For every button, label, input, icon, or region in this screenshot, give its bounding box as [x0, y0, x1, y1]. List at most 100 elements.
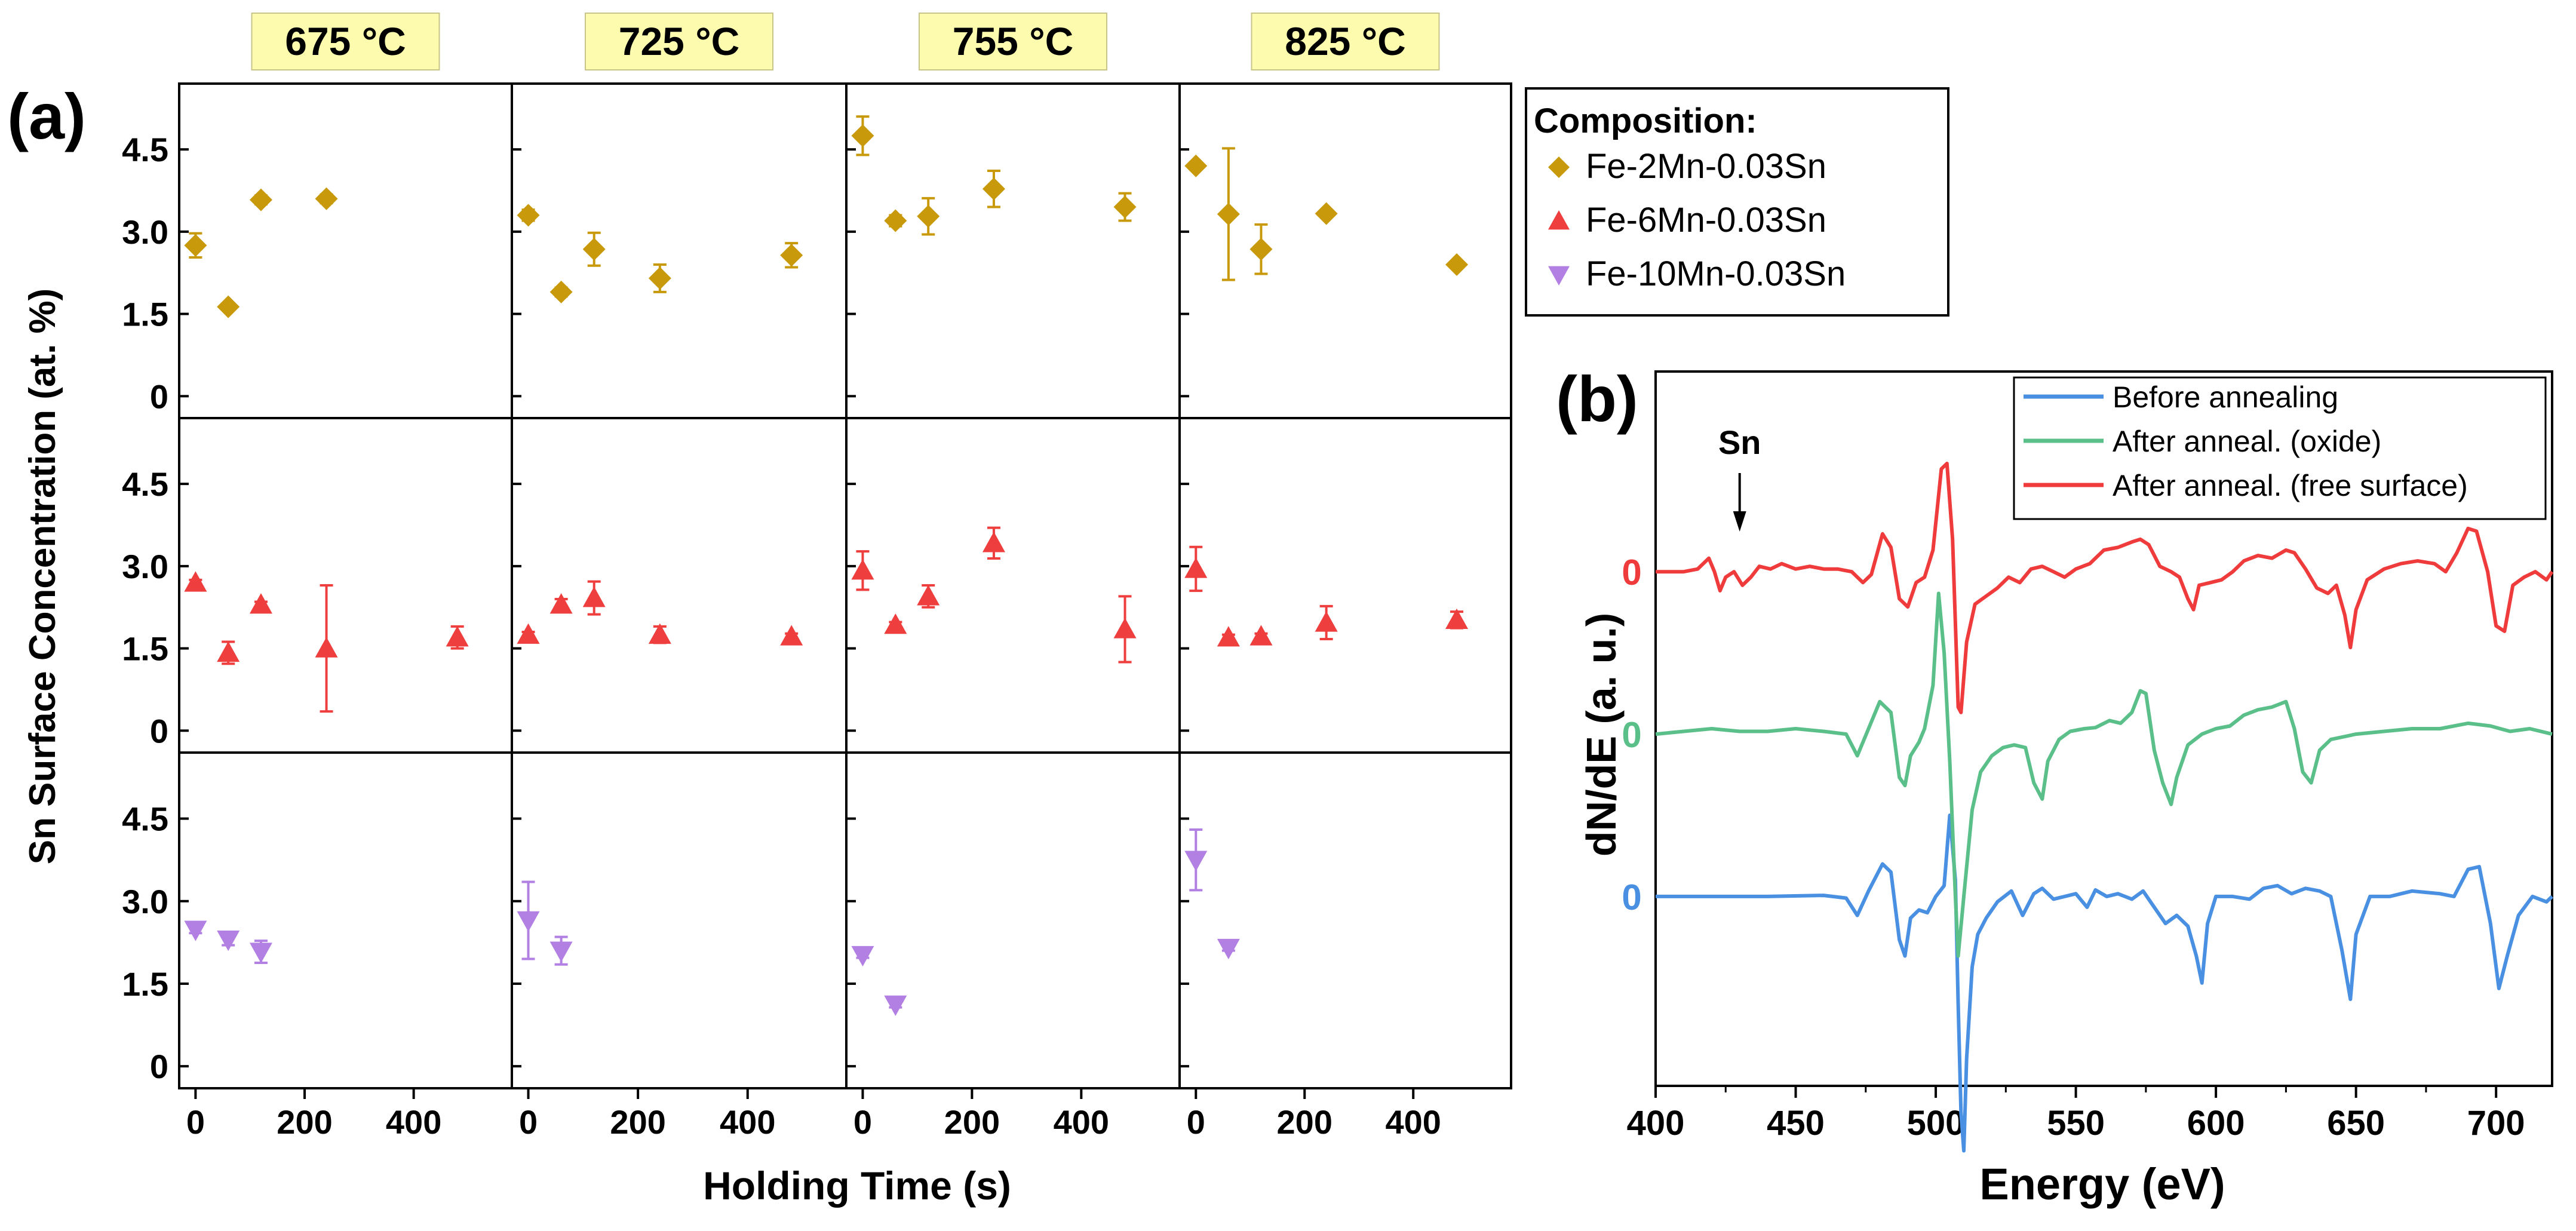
- plot-frame-b: [1654, 370, 2553, 1087]
- data-point: [851, 945, 874, 967]
- legend-label-before-annealing: Before annealing: [2113, 380, 2338, 414]
- series-fe-10mn-0-03sn-755-c: [851, 945, 907, 1016]
- subplot-frame: [1178, 417, 1512, 754]
- temperature-header-box-825-c: [1251, 13, 1440, 70]
- x-tick-label: 450: [1767, 1104, 1825, 1143]
- data-point: [1113, 195, 1137, 219]
- panel-a-label: (a): [7, 80, 86, 152]
- x-tick-label: 0: [186, 1103, 205, 1141]
- y-tick-label: 0: [150, 1048, 168, 1085]
- data-point: [446, 626, 469, 647]
- zero-label-before-annealing: 0: [1622, 877, 1641, 917]
- data-point: [1217, 938, 1240, 960]
- sn-annotation-arrowhead: [1733, 511, 1746, 532]
- x-tick-label: 400: [1627, 1104, 1685, 1143]
- data-point: [851, 559, 874, 580]
- temperature-header-box-675-c: [251, 13, 440, 70]
- series-fe-2mn-0-03sn-825-c: [1184, 147, 1469, 281]
- subplot-frame: [511, 751, 848, 1089]
- x-tick-label: 0: [519, 1103, 538, 1141]
- data-point: [517, 204, 540, 227]
- x-tick-label: 550: [2047, 1104, 2105, 1143]
- data-point: [851, 124, 874, 148]
- legend-marker-fe-2mn-0-03sn: [1548, 156, 1570, 178]
- x-tick-label: 500: [1907, 1104, 1965, 1143]
- subplot-frame: [845, 82, 1181, 419]
- panel-b-label: (b): [1556, 363, 1638, 435]
- data-point: [917, 585, 940, 606]
- series-fe-2mn-0-03sn-675-c: [184, 187, 338, 318]
- data-point: [249, 593, 272, 614]
- data-point: [648, 266, 671, 290]
- x-tick-label: 400: [1386, 1103, 1441, 1141]
- legend-box-b: [2013, 376, 2547, 520]
- data-point: [1217, 202, 1240, 226]
- y-tick-label: 4.5: [122, 465, 168, 503]
- zero-label-after-anneal-oxide: 0: [1622, 715, 1641, 755]
- y-axis-title-b: dN/dE (a. u.): [1578, 613, 1625, 857]
- series-fe-6mn-0-03sn-825-c: [1184, 545, 1469, 647]
- data-point: [184, 920, 207, 941]
- data-point: [184, 571, 207, 592]
- legend-title: Composition:: [1534, 102, 1757, 140]
- data-point: [249, 943, 272, 963]
- x-tick-label: 400: [720, 1103, 775, 1141]
- x-tick-label: 650: [2327, 1104, 2385, 1143]
- spectrum-line-before-annealing: [1656, 813, 2554, 1153]
- x-tick-label: 700: [2467, 1104, 2525, 1143]
- data-point: [648, 623, 671, 644]
- x-tick-label: 200: [610, 1103, 665, 1141]
- series-fe-6mn-0-03sn-675-c: [184, 571, 469, 713]
- data-point: [1184, 557, 1208, 578]
- data-point: [217, 931, 240, 951]
- data-point: [315, 637, 338, 658]
- data-point: [780, 625, 803, 646]
- series-fe-10mn-0-03sn-675-c: [184, 920, 272, 964]
- data-point: [1113, 618, 1137, 638]
- series-fe-6mn-0-03sn-725-c: [517, 580, 803, 646]
- subplot-frame: [178, 82, 513, 419]
- data-point: [982, 177, 1005, 201]
- temperature-header-box-725-c: [585, 13, 773, 70]
- x-tick-label: 0: [1187, 1103, 1205, 1141]
- subplot-frame: [1178, 751, 1512, 1089]
- x-tick-label: 600: [2187, 1104, 2245, 1143]
- y-tick-label: 3.0: [122, 213, 168, 251]
- y-tick-label: 4.5: [122, 800, 168, 838]
- legend-label-fe-10mn-0-03sn: Fe-10Mn-0.03Sn: [1586, 254, 1846, 293]
- panel-a: 675 °C 725 °C 755 °C 825 °C 0 1.5 3.0 4.5 0 1.5 3.…: [122, 13, 1512, 1141]
- data-point: [1249, 625, 1273, 646]
- y-tick-label: 0: [150, 377, 168, 415]
- x-tick-label: 200: [277, 1103, 332, 1141]
- temperature-header-725-c: 725 °C: [619, 19, 740, 63]
- y-tick-label: 1.5: [122, 965, 168, 1003]
- y-tick-label: 1.5: [122, 630, 168, 668]
- data-point: [1445, 608, 1469, 630]
- subplot-frame: [511, 417, 848, 754]
- temperature-header-755-c: 755 °C: [953, 19, 1074, 63]
- legend-label-fe-6mn-0-03sn: Fe-6Mn-0.03Sn: [1586, 201, 1826, 240]
- series-fe-10mn-0-03sn-825-c: [1184, 828, 1240, 960]
- y-tick-label: 3.0: [122, 548, 168, 585]
- y-tick-label: 0: [150, 712, 168, 750]
- legend-marker-fe-10mn-0-03sn: [1548, 266, 1570, 286]
- data-point: [582, 587, 606, 607]
- data-point: [549, 941, 573, 962]
- legend-marker-fe-6mn-0-03sn: [1548, 210, 1570, 230]
- legend-box: [1525, 87, 1949, 317]
- data-point: [217, 641, 240, 662]
- sn-annotation-label: Sn: [1718, 423, 1761, 461]
- data-point: [780, 244, 803, 267]
- x-axis-title-a: Holding Time (s): [703, 1164, 1011, 1208]
- x-tick-label: 400: [386, 1103, 441, 1141]
- data-point: [184, 234, 207, 257]
- y-axis-title-a: Sn Surface Concentration (at. %): [22, 288, 63, 865]
- data-point: [982, 532, 1005, 552]
- data-point: [1445, 253, 1469, 276]
- temperature-header-box-755-c: [919, 13, 1107, 70]
- x-tick-label: 200: [944, 1103, 1000, 1141]
- subplot-frame: [845, 751, 1181, 1089]
- spectrum-line-after-anneal-free-surface: [1656, 462, 2554, 714]
- data-point: [1315, 202, 1338, 225]
